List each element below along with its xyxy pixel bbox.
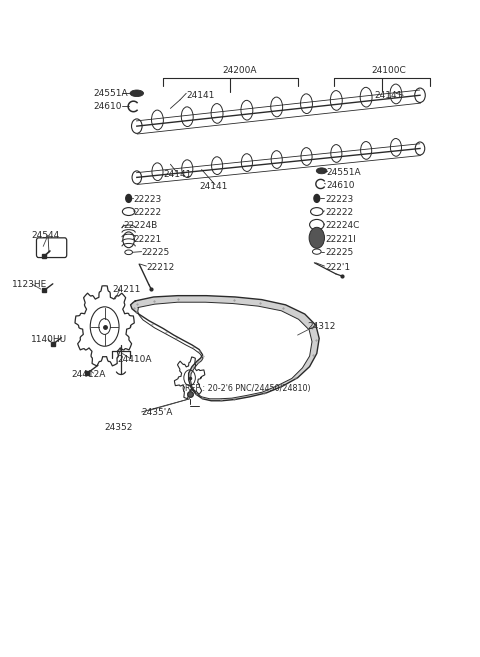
Text: 24141: 24141	[374, 91, 403, 100]
Circle shape	[126, 194, 132, 202]
Text: 22225: 22225	[142, 248, 170, 258]
Text: 24610: 24610	[94, 102, 122, 111]
Text: 22223: 22223	[325, 195, 354, 204]
Text: 24410A: 24410A	[118, 355, 152, 364]
Text: 24352: 24352	[105, 422, 133, 432]
Text: 24141: 24141	[186, 91, 215, 100]
Text: 24141: 24141	[163, 170, 192, 179]
Text: 22212: 22212	[146, 263, 175, 272]
Text: 22224B: 22224B	[124, 221, 158, 230]
Polygon shape	[131, 296, 319, 401]
Text: 22222: 22222	[325, 208, 354, 217]
Text: 24544: 24544	[31, 231, 60, 240]
Text: 22223: 22223	[133, 195, 162, 204]
Text: 24211: 24211	[113, 284, 141, 294]
Text: 1140HU: 1140HU	[31, 334, 67, 344]
Text: 22225: 22225	[325, 248, 354, 258]
Circle shape	[309, 227, 324, 248]
Text: 22224C: 22224C	[325, 221, 360, 230]
Polygon shape	[138, 302, 312, 399]
Text: 2435'A: 2435'A	[142, 408, 173, 417]
Text: 24100C: 24100C	[372, 66, 406, 75]
Text: (REF : 20-2'6 PNC/24450/24810): (REF : 20-2'6 PNC/24450/24810)	[182, 384, 311, 394]
Ellipse shape	[130, 90, 144, 97]
Text: 222'1: 222'1	[325, 263, 350, 272]
Text: 22221: 22221	[133, 235, 162, 244]
Text: 24200A: 24200A	[223, 66, 257, 75]
Text: 22222: 22222	[133, 208, 162, 217]
Circle shape	[314, 194, 320, 202]
Ellipse shape	[316, 168, 327, 174]
Text: 22221I: 22221I	[325, 235, 356, 244]
Text: 24610: 24610	[326, 181, 355, 190]
Text: 24551A: 24551A	[326, 168, 361, 177]
Text: 24141: 24141	[199, 182, 228, 191]
Text: 24312: 24312	[307, 322, 336, 331]
Text: 24551A: 24551A	[94, 89, 128, 98]
Text: 1123HE: 1123HE	[12, 280, 47, 289]
Text: 24412A: 24412A	[71, 370, 106, 379]
